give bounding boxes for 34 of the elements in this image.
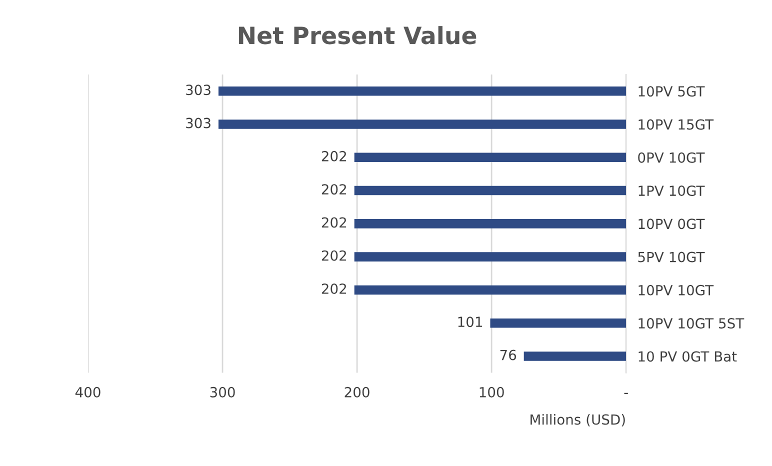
bar xyxy=(354,285,626,295)
x-tick-label: 400 xyxy=(75,386,100,398)
y-tick-label: 10PV 5GT xyxy=(638,86,705,97)
y-tick-label: 10PV 10GT xyxy=(638,284,714,296)
y-tick-label: 0PV 10GT xyxy=(638,152,705,163)
x-axis-title: Millions (USD) xyxy=(530,414,625,426)
bar xyxy=(218,120,626,129)
x-tick-label: 200 xyxy=(344,386,370,398)
data-label: 202 xyxy=(322,283,346,294)
bar xyxy=(354,186,626,196)
x-tick-label: 100 xyxy=(480,386,504,398)
bar xyxy=(524,352,626,361)
bar xyxy=(354,152,626,162)
y-tick-label: 10PV 0GT xyxy=(638,218,705,230)
x-tick-label: - xyxy=(624,392,628,394)
bar xyxy=(218,86,626,96)
data-label: 303 xyxy=(186,118,210,128)
x-tick-label: 300 xyxy=(210,386,235,398)
data-label: 101 xyxy=(458,316,482,328)
bar xyxy=(354,252,626,262)
bar xyxy=(490,318,626,328)
y-tick-label: 5PV 10GT xyxy=(638,252,705,262)
data-label: 76 xyxy=(500,350,516,360)
y-tick-label: 10PV 10GT 5ST xyxy=(638,318,744,329)
chart-title: Net Present Value xyxy=(238,26,476,44)
data-label: 202 xyxy=(322,250,346,261)
data-label: 202 xyxy=(322,184,346,195)
y-tick-label: 1PV 10GT xyxy=(638,186,705,196)
data-label: 303 xyxy=(186,84,210,96)
y-tick-label: 10 PV 0GT Bat xyxy=(638,351,737,362)
data-label: 202 xyxy=(322,217,346,228)
y-tick-label: 10PV 15GT xyxy=(638,119,714,130)
bar xyxy=(354,219,626,228)
data-label: 202 xyxy=(322,150,346,162)
